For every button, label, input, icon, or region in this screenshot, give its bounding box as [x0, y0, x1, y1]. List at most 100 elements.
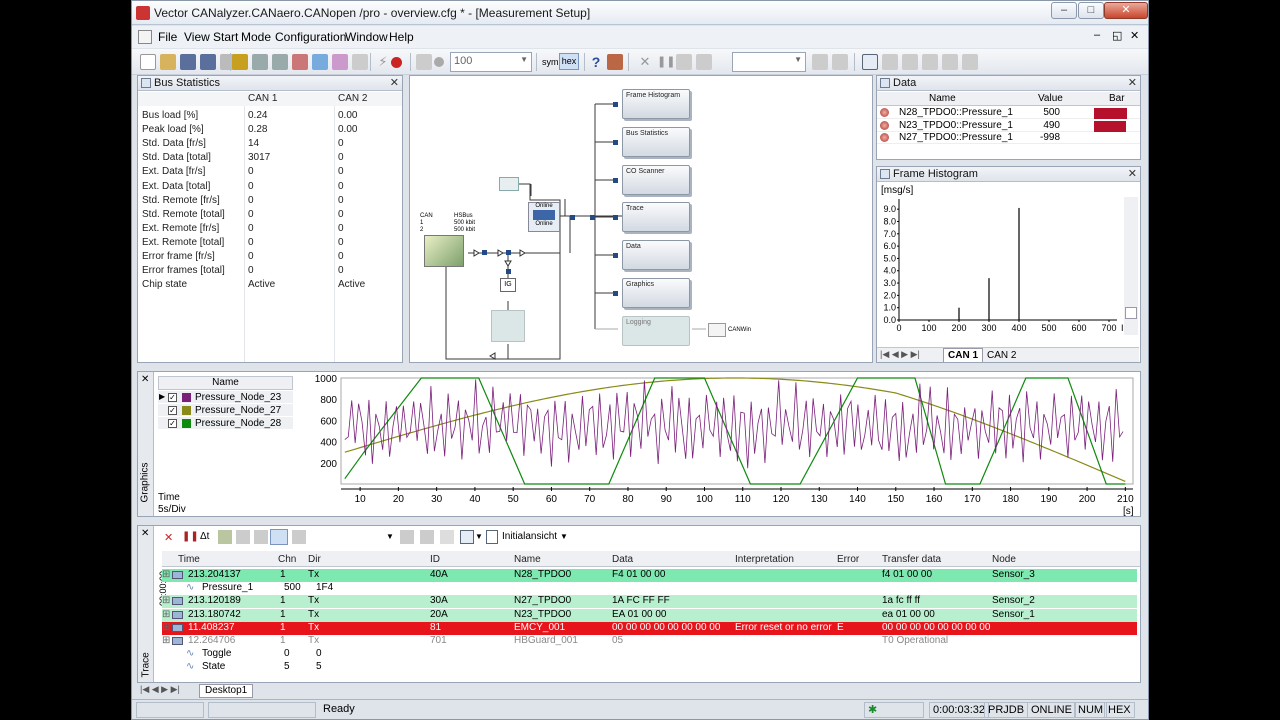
- block-co-scanner[interactable]: CO Scanner: [622, 165, 690, 195]
- find-icon[interactable]: [812, 54, 828, 70]
- trace-row[interactable]: ⊞ 11.408237 1 Tx 81 EMCY_001 00 00 00 00 00 00…: [162, 621, 1137, 635]
- generator-block[interactable]: [491, 310, 525, 342]
- can-card-icon[interactable]: [424, 235, 464, 267]
- tab-desktop1[interactable]: Desktop1: [199, 684, 254, 698]
- trace-dropdown-icon[interactable]: ▼: [386, 532, 394, 541]
- maximize-button[interactable]: □: [1078, 2, 1104, 19]
- clear-icon[interactable]: ✕: [639, 54, 651, 69]
- data-close-icon[interactable]: ✕: [1127, 77, 1137, 89]
- start-icon[interactable]: ⚡: [378, 54, 388, 69]
- trace-col-id[interactable]: ID: [430, 554, 440, 565]
- data-row[interactable]: N23_TPDO0::Pressure_1 490: [877, 120, 1140, 132]
- trace-toggle-icon[interactable]: [270, 529, 288, 545]
- node-edit-icon[interactable]: [942, 54, 958, 70]
- trace-col-data[interactable]: Data: [612, 554, 634, 565]
- trace-col-name[interactable]: Name: [514, 554, 541, 565]
- frame-histogram-close-icon[interactable]: ✕: [1127, 168, 1137, 180]
- expand-icon[interactable]: ⊞: [162, 608, 171, 620]
- trace-pause-icon[interactable]: ❚❚: [182, 531, 199, 542]
- graphics-signal-row[interactable]: ✓ Pressure_Node_27: [158, 404, 293, 417]
- hex-button[interactable]: hex: [559, 53, 579, 70]
- trace-row[interactable]: ⊞ 12.264706 1 Tx 701 HBGuard_001 05 T0 Operatio…: [162, 635, 1137, 648]
- mdi-restore-button[interactable]: ◱: [1112, 30, 1123, 42]
- new-icon[interactable]: [140, 54, 156, 70]
- trace-mode-icon[interactable]: [218, 530, 232, 544]
- block-trace[interactable]: Trace: [622, 202, 690, 232]
- node-icon[interactable]: [882, 54, 898, 70]
- menu-window[interactable]: Window: [345, 30, 388, 44]
- trace-config-icon[interactable]: [236, 530, 250, 544]
- menu-file[interactable]: File: [158, 30, 178, 44]
- tab-nav-icon[interactable]: |◀ ◀ ▶ ▶|: [880, 349, 920, 359]
- network-icon[interactable]: [332, 54, 348, 70]
- signal-checkbox[interactable]: ✓: [168, 419, 177, 428]
- trace-detail-icon[interactable]: [254, 530, 268, 544]
- trace-view-label[interactable]: Initialansicht: [502, 531, 558, 542]
- step-icon[interactable]: [416, 54, 432, 70]
- find-next-icon[interactable]: [832, 54, 848, 70]
- zoom-combo[interactable]: 100 ▼: [450, 52, 532, 72]
- block-data[interactable]: Data: [622, 240, 690, 270]
- trace-sort-icon[interactable]: Δt: [200, 531, 210, 542]
- pause-icon[interactable]: ❚❚: [657, 56, 676, 68]
- expand-icon[interactable]: ⊞: [162, 569, 171, 580]
- signal-checkbox[interactable]: ✓: [168, 406, 177, 415]
- wizard-icon[interactable]: [232, 54, 248, 70]
- save-all-icon[interactable]: [200, 54, 216, 70]
- filter-icon[interactable]: [499, 177, 519, 191]
- config-icon[interactable]: [252, 54, 268, 70]
- window-layout-icon[interactable]: [862, 54, 878, 70]
- trace-close-icon[interactable]: ✕: [141, 528, 150, 539]
- panel-icon[interactable]: [312, 54, 328, 70]
- trace-col-error[interactable]: Error: [837, 554, 860, 565]
- database-icon[interactable]: [272, 54, 288, 70]
- minimize-button[interactable]: –: [1051, 2, 1077, 19]
- close-button[interactable]: ✕: [1104, 2, 1148, 19]
- tab-can-1[interactable]: CAN 1: [943, 348, 984, 362]
- data-col-bar[interactable]: Bar: [1109, 93, 1125, 104]
- expand-icon[interactable]: ⊞: [162, 621, 171, 633]
- trace-signal-row[interactable]: ∿ Toggle 0 0: [162, 648, 1137, 661]
- open-icon[interactable]: [160, 54, 176, 70]
- trace-clear-icon[interactable]: ✕: [164, 532, 174, 544]
- node-scan-icon[interactable]: [922, 54, 938, 70]
- trace-find-icon[interactable]: [400, 530, 414, 544]
- menu-view[interactable]: View: [184, 30, 210, 44]
- sym-button[interactable]: sym: [542, 57, 559, 67]
- save-icon[interactable]: [180, 54, 196, 70]
- tab-can-2[interactable]: CAN 2: [987, 350, 1017, 361]
- trace-marker-icon[interactable]: [440, 530, 454, 544]
- trace-row[interactable]: ⊞ 213.180742 1 Tx 20A N23_TPDO0 EA 01 00 00 ea …: [162, 608, 1137, 622]
- bus-statistics-close-icon[interactable]: ✕: [389, 77, 399, 89]
- trace-col-transfer-data[interactable]: Transfer data: [882, 554, 942, 565]
- trace-col-time[interactable]: Time: [178, 554, 200, 565]
- online-switch-block[interactable]: Online Online: [528, 202, 560, 232]
- menu-configuration[interactable]: Configuration: [275, 30, 347, 44]
- log-file-icon[interactable]: [708, 323, 726, 337]
- trace-view-dropdown-icon[interactable]: ▼: [560, 532, 568, 541]
- menu-mode[interactable]: Mode: [241, 30, 272, 44]
- trace-columns-icon[interactable]: [292, 530, 306, 544]
- node-list-icon[interactable]: [962, 54, 978, 70]
- block-frame-histogram[interactable]: Frame Histogram: [622, 89, 690, 119]
- menu-start[interactable]: Start: [213, 30, 239, 44]
- book-icon[interactable]: [607, 54, 623, 70]
- options-icon[interactable]: [352, 54, 368, 70]
- record-icon[interactable]: [391, 57, 402, 68]
- trace-layout-icon[interactable]: [460, 530, 474, 544]
- data-row[interactable]: N28_TPDO0::Pressure_1 500: [877, 107, 1140, 119]
- speed-icon[interactable]: [434, 57, 444, 67]
- block-graphics[interactable]: Graphics: [622, 278, 690, 308]
- mdi-minimize-button[interactable]: –: [1094, 29, 1101, 41]
- menu-help[interactable]: Help: [389, 30, 414, 44]
- graphics-close-icon[interactable]: ✕: [141, 374, 150, 385]
- signal-checkbox[interactable]: ✓: [168, 393, 177, 402]
- filter-icon[interactable]: [696, 54, 712, 70]
- block-logging[interactable]: Logging: [622, 316, 690, 346]
- trace-find-next-icon[interactable]: [420, 530, 434, 544]
- filter-combo[interactable]: ▼: [732, 52, 806, 72]
- graphics-signal-row[interactable]: ▶ ✓ Pressure_Node_23: [158, 391, 293, 404]
- data-col-name[interactable]: Name: [929, 93, 956, 104]
- ig-block[interactable]: IG: [500, 278, 516, 292]
- node-config-icon[interactable]: [902, 54, 918, 70]
